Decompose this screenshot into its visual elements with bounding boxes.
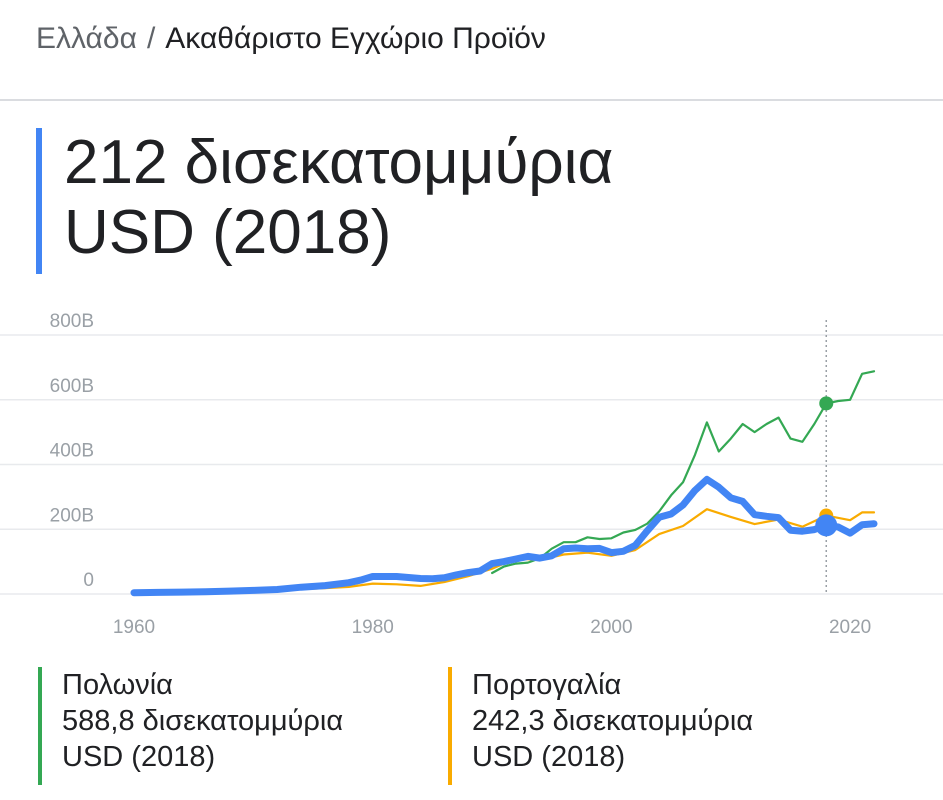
breadcrumb: Ελλάδα / Ακαθάριστο Εγχώριο Προϊόν <box>36 22 546 56</box>
highlight-point-2[interactable] <box>815 514 838 537</box>
legend-poland-name: Πολωνία <box>62 669 173 701</box>
legend-portugal-name: Πορτογαλία <box>472 669 622 701</box>
y-tick-label: 600B <box>50 376 94 397</box>
legend-poland[interactable]: Πολωνία 588,8 δισεκατομμύρια USD (2018) <box>38 667 343 785</box>
legend-portugal-value: 242,3 δισεκατομμύρια <box>472 705 754 737</box>
headline-value: 212 δισεκατομμύρια USD (2018) <box>36 128 613 274</box>
gdp-line-chart[interactable]: 0 200B 400B 600B 800B 1960 1980 2000 2020 <box>0 300 943 645</box>
breadcrumb-metric: Ακαθάριστο Εγχώριο Προϊόν <box>165 22 546 55</box>
series-line-2[interactable] <box>130 475 878 597</box>
grid-layer <box>0 334 943 595</box>
headline-line-2: USD (2018) <box>64 198 392 267</box>
highlight-point-layer <box>815 396 838 537</box>
header-divider <box>0 99 943 101</box>
series-line-1[interactable] <box>132 508 876 595</box>
y-tick-label: 400B <box>50 441 94 462</box>
y-tick-label: 200B <box>50 505 94 526</box>
y-tick-label: 0 <box>83 570 94 591</box>
x-tick-label: 2000 <box>590 617 632 638</box>
y-tick-label: 800B <box>50 311 94 332</box>
highlight-point-0[interactable] <box>819 396 834 411</box>
breadcrumb-country[interactable]: Ελλάδα <box>36 22 137 55</box>
x-tick-label: 1960 <box>113 617 155 638</box>
legend-portugal[interactable]: Πορτογαλία 242,3 δισεκατομμύρια USD (201… <box>448 667 753 785</box>
legend-poland-value: 588,8 δισεκατομμύρια <box>62 705 344 737</box>
headline-line-1: 212 δισεκατομμύρια <box>64 128 614 197</box>
legend-poland-unit: USD (2018) <box>62 741 216 773</box>
tick-layer: 0 200B 400B 600B 800B 1960 1980 2000 2020 <box>50 311 872 638</box>
x-tick-label: 1980 <box>352 617 394 638</box>
series-line-0[interactable] <box>491 370 876 575</box>
x-tick-label: 2020 <box>829 617 871 638</box>
breadcrumb-separator: / <box>146 22 156 55</box>
series-layer <box>130 370 878 597</box>
legend-portugal-unit: USD (2018) <box>472 741 626 773</box>
